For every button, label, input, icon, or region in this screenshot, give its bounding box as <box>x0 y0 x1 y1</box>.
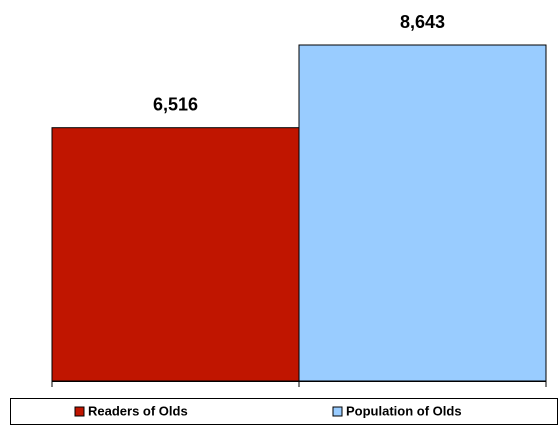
bar <box>51 127 300 382</box>
legend-swatch <box>332 406 343 417</box>
value-label: 6,516 <box>153 94 198 114</box>
legend-swatch <box>74 406 85 417</box>
legend-box <box>10 398 558 425</box>
legend-label: Readers of Olds <box>88 403 188 418</box>
bar <box>298 44 547 382</box>
legend-label: Population of Olds <box>346 403 462 418</box>
value-label: 8,643 <box>400 12 445 32</box>
